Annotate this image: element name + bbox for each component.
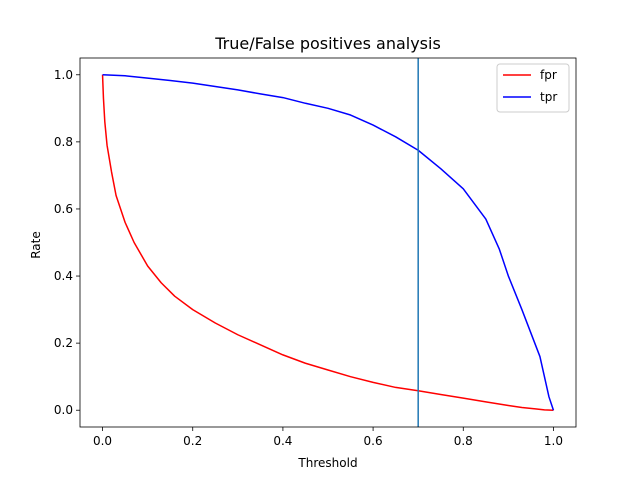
x-tick-label: 0.6 [364, 434, 383, 448]
y-axis: 0.0 0.2 0.4 0.6 0.8 1.0 [54, 68, 80, 417]
x-tick-label: 0.8 [454, 434, 473, 448]
y-tick-label: 0.4 [54, 269, 73, 283]
series-line-fpr [101, 74, 554, 411]
x-axis-label: Threshold [297, 456, 357, 470]
legend: fpr tpr [496, 63, 570, 113]
x-axis: 0.0 0.2 0.4 0.6 0.8 1.0 [93, 427, 563, 448]
plot-area [79, 57, 577, 428]
chart-title: True/False positives analysis [214, 34, 441, 53]
x-tick-label: 0.2 [183, 434, 202, 448]
x-tick-label: 0.4 [273, 434, 292, 448]
y-tick-label: 1.0 [54, 68, 73, 82]
x-tick-label: 1.0 [544, 434, 563, 448]
series-line-tpr [102, 74, 555, 411]
y-tick-label: 0.8 [54, 135, 73, 149]
legend-label-fpr: fpr [540, 68, 557, 82]
y-axis-label: Rate [29, 231, 43, 259]
y-tick-label: 0.0 [54, 403, 73, 417]
y-tick-label: 0.6 [54, 202, 73, 216]
axes-frame [79, 57, 577, 428]
legend-label-tpr: tpr [540, 90, 557, 104]
y-tick-label: 0.2 [54, 336, 73, 350]
legend-box [496, 63, 570, 113]
x-tick-label: 0.0 [93, 434, 112, 448]
